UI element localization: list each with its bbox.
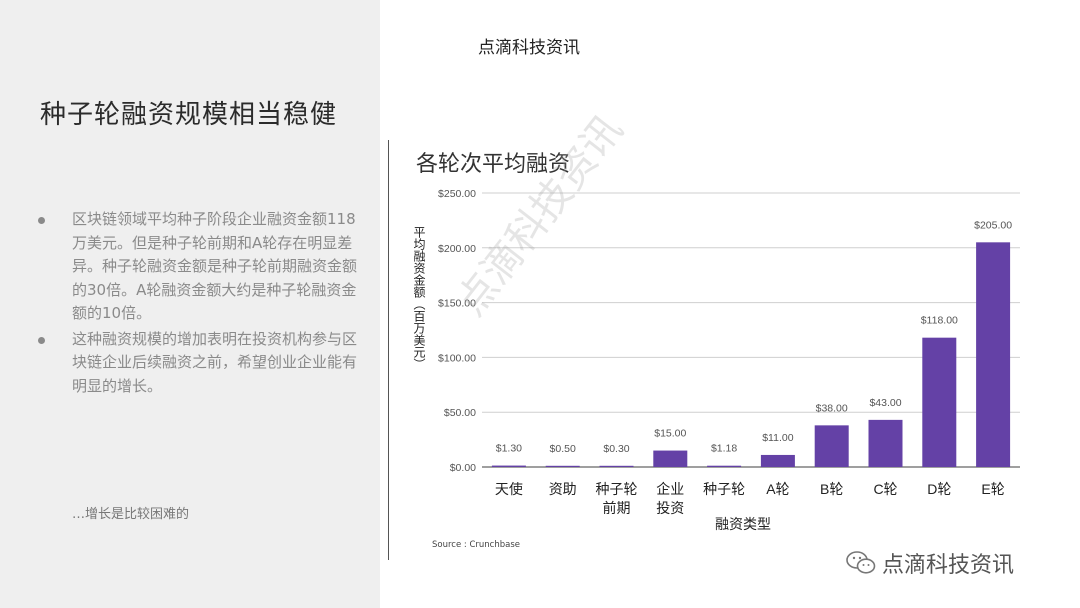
bar (545, 465, 580, 467)
header-brand: 点滴科技资讯 (478, 38, 580, 58)
x-tick-label: 资助 (549, 481, 577, 497)
x-tick-label: 企业 (656, 481, 684, 497)
bar (922, 337, 957, 467)
wechat-icon (846, 551, 876, 574)
bullet-dot-icon (38, 217, 45, 224)
bar (814, 425, 849, 467)
bullet-dot-icon (38, 336, 45, 344)
bullet-item: 这种融资规模的增加表明在投资机构参与区块链企业后续融资之前，希望创业企业能有明显… (38, 328, 358, 399)
slide-title: 种子轮融资规模相当稳健 (40, 100, 338, 130)
bullet-text: 这种融资规模的增加表明在投资机构参与区块链企业后续融资之前，希望创业企业能有明显… (72, 329, 358, 395)
y-tick-label: $50.00 (444, 407, 476, 419)
footnote: …增长是比较困难的 (72, 507, 190, 522)
y-tick-label: $200.00 (438, 243, 476, 255)
x-tick-label: 种子轮 (596, 481, 638, 497)
data-label: $38.00 (816, 402, 848, 414)
x-tick-label: D轮 (927, 481, 951, 497)
bar (707, 465, 742, 467)
data-label: $1.18 (711, 443, 737, 455)
chart-title: 各轮次平均融资 (416, 152, 571, 177)
chart-y-axis-label: 平均融资金额（百万美元） (412, 226, 426, 370)
x-tick-label: 天使 (495, 481, 523, 497)
x-tick-label: E轮 (981, 481, 1004, 497)
x-tick-label: A轮 (766, 481, 789, 497)
wechat-brand-label: 点滴科技资讯 (882, 553, 1015, 578)
data-label: $0.30 (603, 443, 629, 455)
wechat-brand: 点滴科技资讯 (846, 547, 1014, 579)
bar (653, 450, 688, 467)
bar (976, 242, 1011, 467)
chart-source: Source : Crunchbase (432, 540, 520, 550)
data-label: $205.00 (974, 219, 1012, 231)
bullet-text: 区块链领域平均种子阶段企业融资金额118万美元。但是种子轮前期和A轮存在明显差异… (72, 210, 358, 322)
x-tick-label: C轮 (873, 481, 897, 497)
x-tick-label: 投资 (656, 500, 684, 516)
data-label: $118.00 (921, 315, 958, 327)
data-label: $43.00 (869, 397, 901, 409)
y-tick-label: $150.00 (438, 298, 476, 310)
bullet-list: 区块链领域平均种子阶段企业融资金额118万美元。但是种子轮前期和A轮存在明显差异… (38, 208, 358, 400)
data-label: $11.00 (762, 432, 793, 444)
left-panel (0, 0, 380, 608)
data-label: $15.00 (654, 428, 686, 440)
data-label: $0.50 (550, 443, 576, 455)
bar (868, 419, 903, 467)
y-tick-label: $0.00 (450, 462, 476, 474)
bullet-item: 区块链领域平均种子阶段企业融资金额118万美元。但是种子轮前期和A轮存在明显差异… (38, 208, 358, 326)
y-tick-label: $100.00 (438, 352, 476, 364)
x-tick-label: 种子轮 (703, 481, 745, 497)
chart-x-axis-label: 融资类型 (715, 516, 771, 532)
chart-area (388, 140, 1039, 560)
data-label: $1.30 (496, 443, 522, 455)
x-tick-label: B轮 (820, 481, 843, 497)
bar (599, 465, 634, 467)
bar (491, 465, 526, 467)
x-tick-label: 前期 (603, 500, 631, 516)
y-tick-label: $250.00 (438, 188, 476, 200)
bar (760, 454, 795, 467)
